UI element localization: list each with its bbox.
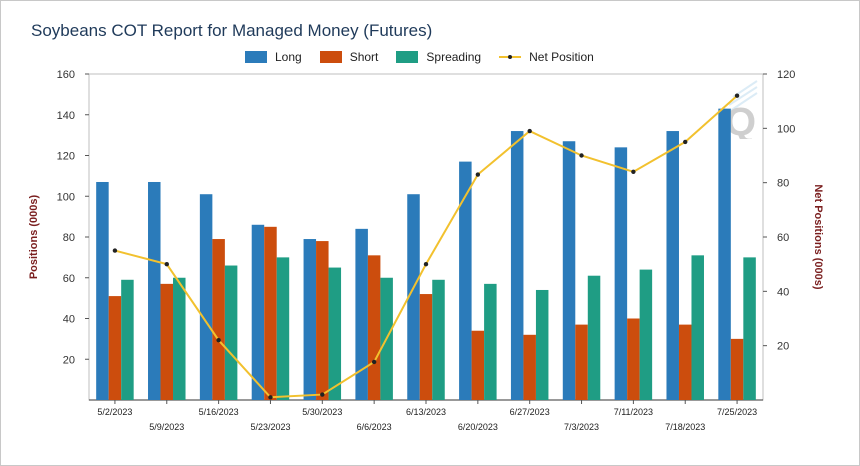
bar-short (316, 241, 329, 400)
legend-label-net-position: Net Position (529, 50, 594, 64)
bar-long (199, 194, 213, 400)
legend-label-short: Short (349, 50, 379, 64)
bar-long (510, 131, 524, 401)
legend-label-long: Long (275, 50, 302, 64)
x-tick-label: 7/18/2023 (665, 422, 705, 432)
x-tick-label: 5/23/2023 (250, 422, 290, 432)
net-position-point (734, 93, 740, 98)
x-tick-label: 5/16/2023 (199, 407, 239, 417)
net-position-point (268, 395, 273, 400)
bar-long (614, 147, 628, 400)
y2-tick-label: 100 (777, 123, 795, 135)
chart-legend: Long Short Spreading Net Position (245, 49, 612, 65)
net-position-point (112, 248, 118, 253)
x-tick-label: 7/3/2023 (564, 422, 599, 432)
y2-tick-label: 20 (777, 341, 789, 353)
bar-short (471, 330, 485, 400)
legend-item-short: Short (319, 50, 379, 64)
bar-short (264, 226, 277, 400)
bar-spreading (691, 255, 704, 400)
bar-short (523, 334, 536, 400)
bar-long (96, 181, 109, 400)
y2-tick-label: 40 (777, 286, 789, 298)
bar-long (459, 161, 472, 400)
y2-tick-label: 80 (777, 178, 789, 190)
bar-long (355, 228, 368, 400)
y-tick-label: 120 (57, 151, 75, 163)
bar-short (160, 283, 174, 400)
net-position-point (371, 359, 377, 365)
legend-label-spreading: Spreading (426, 50, 482, 64)
net-position-point (475, 172, 481, 177)
bar-spreading (639, 269, 653, 400)
bar-short (212, 239, 225, 400)
bar-long (407, 194, 420, 400)
legend-item-long: Long (245, 50, 302, 64)
legend-item-net-position: Net Position (499, 50, 594, 64)
net-position-point (683, 139, 688, 145)
net-position-point (631, 169, 636, 174)
bar-long (666, 131, 679, 401)
bar-short (575, 324, 588, 400)
x-tick-label: 6/6/2023 (357, 422, 392, 432)
bar-short (627, 318, 640, 400)
x-tick-label: 7/25/2023 (717, 407, 757, 417)
y2-tick-label: 120 (777, 69, 795, 81)
bar-short (419, 294, 433, 400)
bar-long (562, 141, 576, 401)
bar-spreading (224, 265, 238, 400)
x-tick-label: 6/13/2023 (406, 407, 446, 417)
net-position-point (579, 153, 584, 158)
bar-spreading (743, 257, 756, 400)
y-tick-label: 40 (63, 314, 75, 326)
bar-short (678, 324, 692, 400)
legend-swatch-spreading (396, 51, 419, 63)
bar-spreading (173, 277, 186, 400)
legend-item-spreading: Spreading (396, 50, 481, 64)
bar-short (108, 296, 122, 400)
x-tick-label: 5/30/2023 (302, 407, 342, 417)
legend-swatch-net-position (499, 51, 522, 63)
bar-long (303, 239, 317, 400)
bar-spreading (535, 289, 549, 400)
y2-axis-title: Net Positions (000s) (812, 184, 824, 289)
bar-long (251, 224, 265, 400)
x-tick-label: 6/20/2023 (458, 422, 498, 432)
y-tick-label: 160 (57, 69, 75, 81)
net-position-point (527, 128, 532, 134)
bar-spreading (432, 279, 445, 400)
net-position-point (423, 261, 429, 267)
x-tick-label: 5/9/2023 (149, 422, 184, 432)
y-tick-label: 80 (63, 232, 75, 244)
y-tick-label: 20 (63, 354, 75, 366)
y-tick-label: 100 (57, 191, 75, 203)
x-tick-label: 5/2/2023 (97, 407, 132, 417)
bar-short (730, 338, 744, 400)
net-position-point (320, 392, 325, 397)
legend-swatch-long (245, 51, 267, 63)
bar-spreading (328, 267, 342, 400)
net-position-point (216, 338, 221, 343)
bar-spreading (587, 275, 601, 400)
y-tick-label: 60 (63, 273, 75, 285)
bar-spreading (121, 279, 134, 400)
y2-tick-label: 60 (777, 232, 789, 244)
x-tick-label: 7/11/2023 (614, 407, 653, 417)
x-tick-label: 6/27/2023 (510, 407, 550, 417)
net-position-point (164, 261, 169, 267)
legend-swatch-short (319, 51, 342, 63)
bar-long (718, 108, 731, 400)
y-axis-title: Positions (000s) (28, 194, 40, 279)
bar-spreading (484, 283, 497, 400)
bar-long (148, 181, 161, 400)
bar-short (367, 255, 381, 400)
bar-spreading (276, 257, 290, 400)
chart-title: Soybeans COT Report for Managed Money (F… (31, 21, 433, 40)
y-tick-label: 140 (57, 110, 75, 122)
